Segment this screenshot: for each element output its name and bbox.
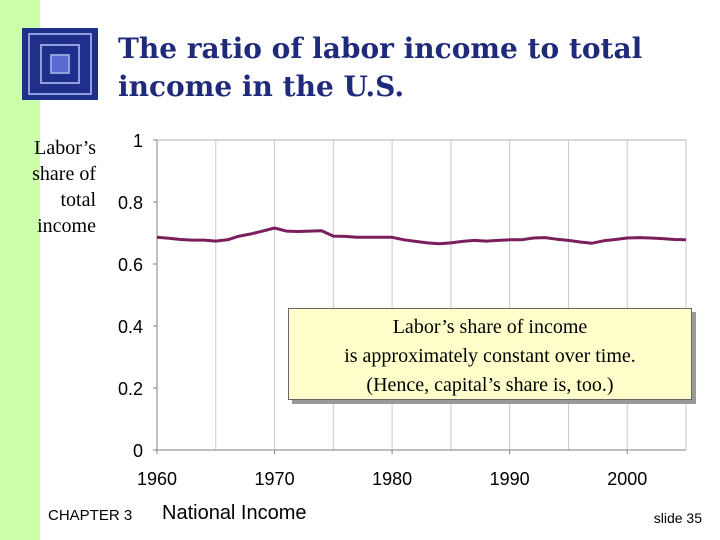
title-line-2: income in the U.S.	[118, 70, 405, 103]
y-axis-label-line: Labor’s	[34, 137, 96, 159]
x-tick-label: 1970	[255, 469, 295, 489]
window-logo	[22, 28, 98, 100]
x-tick-label: 1990	[490, 469, 530, 489]
y-axis-label-line: total	[60, 189, 96, 211]
title-line-1: The ratio of labor income to total	[118, 32, 643, 65]
logo-square-outer	[28, 33, 92, 95]
slide-number: slide 35	[653, 510, 702, 526]
labor-share-series-line	[156, 226, 687, 246]
x-tick-label: 1980	[372, 469, 412, 489]
callout-line: Labor’s share of income	[392, 316, 588, 338]
y-tick-label: 1	[133, 131, 143, 151]
logo-square-middle	[40, 44, 80, 84]
y-tick-label: 0.2	[118, 379, 143, 399]
y-tick-label: 0	[133, 441, 143, 461]
y-axis-label: Labor’s share of total income	[4, 135, 96, 239]
y-axis-label-line: share of	[32, 163, 96, 185]
slide-title: The ratio of labor income to total incom…	[118, 30, 698, 106]
plot-area	[156, 139, 687, 451]
y-tick-label: 0.4	[118, 317, 143, 337]
callout-box: Labor’s share of income is approximately…	[288, 308, 692, 400]
footer-chapter: CHAPTER 3	[48, 507, 133, 524]
x-tick-label: 1960	[137, 469, 177, 489]
y-tick-label: 0.6	[118, 255, 143, 275]
y-axis-label-line: income	[37, 215, 96, 237]
callout-line: is approximately constant over time.	[344, 345, 636, 367]
callout-line: (Hence, capital’s share is, too.)	[366, 374, 614, 396]
y-tick-label: 0.8	[118, 193, 143, 213]
footer-title: National Income	[162, 502, 307, 524]
x-tick-label: 2000	[607, 469, 647, 489]
logo-square-inner	[50, 54, 70, 74]
